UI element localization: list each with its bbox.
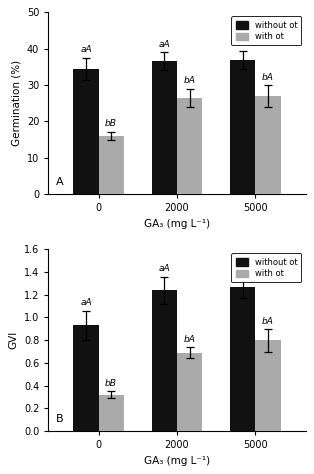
Text: aA: aA bbox=[80, 46, 92, 55]
Text: aA: aA bbox=[237, 263, 249, 272]
Bar bbox=[73, 69, 99, 194]
Bar bbox=[152, 62, 177, 194]
Text: bB: bB bbox=[105, 119, 117, 128]
Y-axis label: GVI: GVI bbox=[8, 331, 18, 349]
Text: B: B bbox=[56, 414, 64, 424]
Y-axis label: Germination (%): Germination (%) bbox=[11, 60, 21, 146]
Text: bA: bA bbox=[184, 76, 196, 85]
Bar bbox=[256, 96, 280, 194]
Text: bB: bB bbox=[105, 379, 117, 388]
Bar bbox=[177, 353, 202, 431]
X-axis label: GA₃ (mg L⁻¹): GA₃ (mg L⁻¹) bbox=[144, 219, 210, 228]
X-axis label: GA₃ (mg L⁻¹): GA₃ (mg L⁻¹) bbox=[144, 456, 210, 465]
Bar bbox=[99, 136, 124, 194]
Bar bbox=[256, 340, 280, 431]
Bar bbox=[152, 290, 177, 431]
Text: bA: bA bbox=[262, 317, 274, 326]
Legend: without ot, with ot: without ot, with ot bbox=[231, 17, 301, 46]
Bar bbox=[73, 326, 99, 431]
Text: aA: aA bbox=[159, 264, 170, 273]
Bar bbox=[177, 98, 202, 194]
Bar bbox=[99, 395, 124, 431]
Legend: without ot, with ot: without ot, with ot bbox=[231, 254, 301, 283]
Text: aA: aA bbox=[80, 299, 92, 308]
Text: bA: bA bbox=[184, 335, 196, 344]
Text: bA: bA bbox=[262, 73, 274, 82]
Text: A: A bbox=[56, 177, 64, 187]
Bar bbox=[230, 60, 256, 194]
Text: aA: aA bbox=[159, 40, 170, 49]
Text: aA: aA bbox=[237, 38, 249, 47]
Bar bbox=[230, 287, 256, 431]
